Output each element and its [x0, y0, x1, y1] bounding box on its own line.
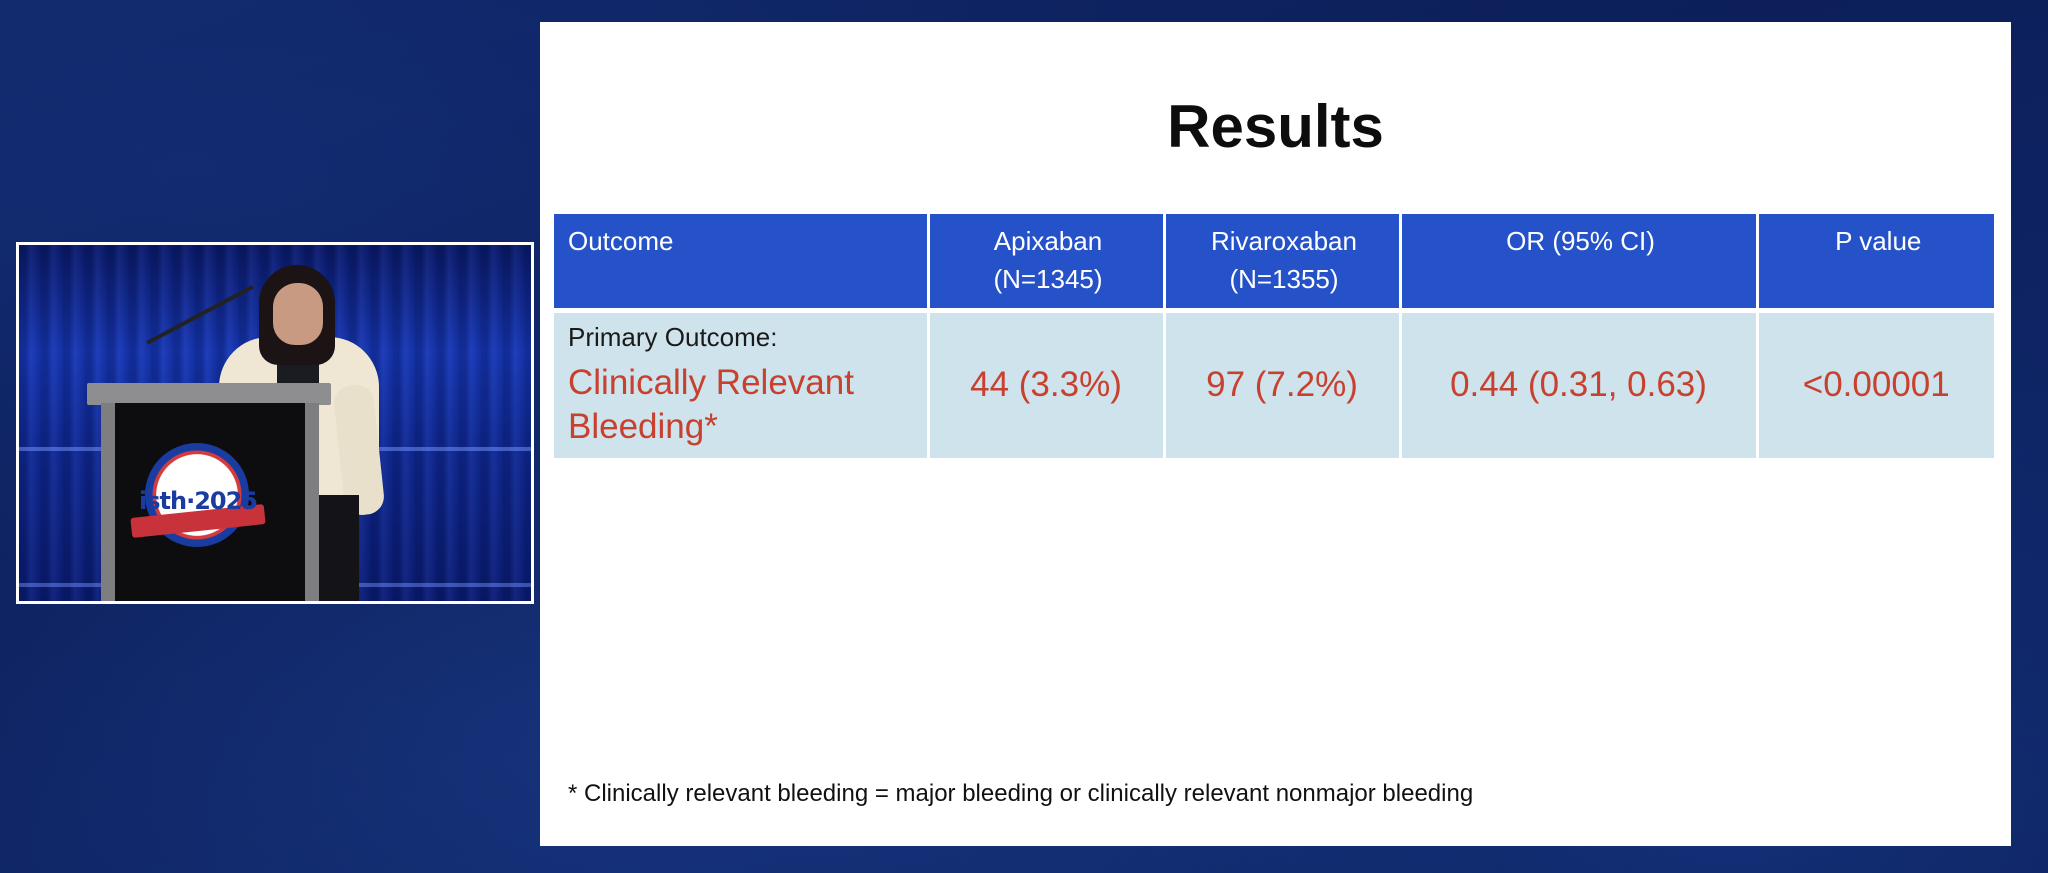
header-apixaban-label: Apixaban [993, 226, 1103, 256]
header-apixaban-n: (N=1345) [993, 264, 1103, 294]
podium [101, 403, 319, 601]
cell-apixaban: 44 (3.3%) [928, 310, 1166, 458]
isth-logo-text: isth·2025 [139, 487, 258, 515]
slide-footnote: * Clinically relevant bleeding = major b… [568, 780, 1474, 807]
outcome-name: Clinically Relevant Bleeding* [568, 362, 854, 446]
header-rivaroxaban: Rivaroxaban (N=1355) [1164, 214, 1402, 313]
podium-top [87, 383, 331, 405]
table-header-row: Outcome Apixaban (N=1345) Rivaroxaban (N… [554, 214, 1994, 313]
cell-outcome: Primary Outcome: Clinically Relevant Ble… [554, 310, 930, 458]
header-rivaroxaban-label: Rivaroxaban [1211, 226, 1357, 256]
cell-p-value: <0.00001 [1757, 310, 1994, 458]
table-row: Primary Outcome: Clinically Relevant Ble… [554, 310, 1994, 458]
cell-rivaroxaban: 97 (7.2%) [1164, 310, 1402, 458]
header-outcome: Outcome [554, 214, 930, 313]
speaker-video-panel: isth·2025 [16, 242, 534, 604]
header-p-value: P value [1757, 214, 1994, 313]
header-apixaban: Apixaban (N=1345) [928, 214, 1166, 313]
isth-2025-logo: isth·2025 [130, 441, 266, 561]
presentation-slide: Results Outcome Apixaban (N=1345) Rivaro… [540, 22, 2011, 846]
slide-title: Results [1167, 93, 1384, 160]
header-or-ci: OR (95% CI) [1400, 214, 1759, 313]
header-or-ci-label: OR (95% CI) [1506, 226, 1655, 256]
speaker-legs [319, 495, 359, 601]
header-outcome-label: Outcome [568, 226, 674, 256]
speaker-face [273, 283, 323, 345]
cell-or-ci: 0.44 (0.31, 0.63) [1400, 310, 1759, 458]
outcome-category: Primary Outcome: [568, 321, 778, 352]
header-p-value-label: P value [1835, 226, 1922, 256]
header-rivaroxaban-n: (N=1355) [1229, 264, 1339, 294]
results-table: Outcome Apixaban (N=1345) Rivaroxaban (N… [554, 214, 1994, 458]
